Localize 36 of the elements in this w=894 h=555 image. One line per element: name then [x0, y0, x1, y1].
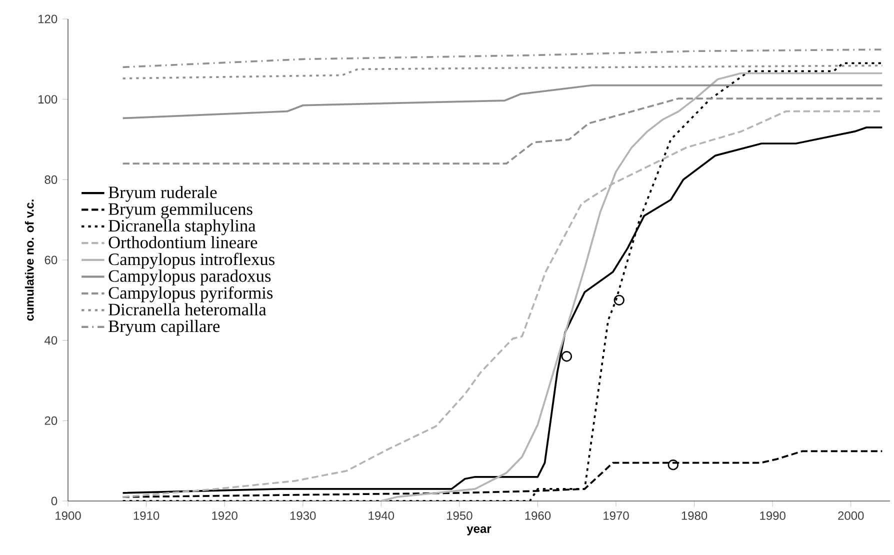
y-tick-label: 40 [44, 336, 58, 345]
legend-label: Campylopus introflexus [108, 252, 274, 269]
legend-label: Campylopus paradoxus [108, 270, 271, 286]
x-tick-label: 1940 [368, 511, 394, 520]
point [614, 294, 624, 306]
line-series [122, 64, 884, 80]
legend-label: Campylopus pyriformis [108, 286, 273, 302]
x-tick-label: 1900 [56, 511, 81, 520]
line-series [122, 48, 884, 68]
y-tick-label: 0 [51, 496, 58, 506]
line-series [122, 84, 884, 120]
x-tick-label: 1920 [212, 511, 238, 520]
x-tick-label: 1970 [604, 511, 629, 520]
legend-label: Bryum gemmilucens [108, 202, 252, 218]
y-tick-label: 80 [44, 175, 58, 184]
legend-label: Dicranella staphylina [108, 219, 256, 236]
y-tick-label: 60 [44, 256, 58, 264]
line-series [122, 98, 884, 165]
legend-label: Orthodontium lineare [108, 236, 258, 248]
y-axis-title: cumulative no. of v.c. [24, 200, 34, 321]
x-axis-title: year [466, 526, 492, 536]
point [668, 460, 678, 470]
x-tick-label: 1910 [134, 511, 160, 520]
y-tick-label: 100 [38, 95, 58, 104]
y-tick-label: 120 [38, 14, 58, 24]
legend-label: Bryum ruderale [108, 186, 217, 202]
x-tick-label: 1980 [682, 511, 708, 520]
x-tick-label: 1930 [290, 511, 316, 520]
x-tick-label: 1990 [760, 511, 786, 520]
point [561, 351, 572, 362]
x-tick-label: 2000 [838, 511, 864, 520]
x-tick-label: 1950 [447, 511, 472, 520]
x-tick-label: 1960 [525, 511, 551, 520]
legend-label: Bryum capillare [108, 320, 220, 336]
y-tick-label: 20 [44, 416, 58, 425]
legend-label: Dicranella heteromalla [108, 303, 266, 316]
